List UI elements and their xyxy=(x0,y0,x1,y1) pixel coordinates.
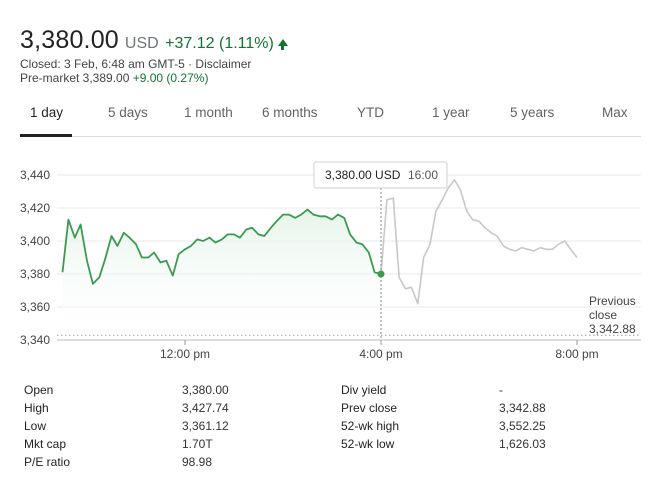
tab-ytd[interactable]: YTD xyxy=(357,105,384,120)
stat-label: P/E ratio xyxy=(24,455,71,469)
tab-label: 1 day xyxy=(30,105,64,120)
regular-session-fill xyxy=(62,209,381,336)
stat-label: 52-wk high xyxy=(341,419,400,433)
premarket-change: +9.00 (0.27%) xyxy=(132,71,209,85)
regular-session-line[interactable] xyxy=(61,208,382,285)
x-tick-label: 4:00 pm xyxy=(359,347,402,361)
y-tick-label: 3,340 xyxy=(20,333,50,347)
tab-max[interactable]: Max xyxy=(602,105,628,120)
stat-value: 1.70T xyxy=(182,437,213,451)
extended-hours-line[interactable] xyxy=(380,179,578,305)
tab-label: Max xyxy=(602,105,628,120)
stat-label: Mkt cap xyxy=(24,437,67,451)
stat-label: Low xyxy=(24,419,47,433)
stat-value: - xyxy=(499,383,503,397)
stat-label: Div yield xyxy=(341,383,387,397)
y-tick-label: 3,440 xyxy=(20,168,50,182)
stat-value: 1,626.03 xyxy=(499,437,546,451)
tooltip-value: 3,380.00 USD xyxy=(325,168,401,182)
quote-header: 3,380.00 USD +37.12 (1.11%) xyxy=(20,26,288,55)
range-tabs: 1 day 5 days 1 month 6 months YTD 1 year… xyxy=(20,98,641,137)
closed-text: Closed: 3 Feb, 6:48 am GMT-5 · Disclaime… xyxy=(20,57,252,71)
currency-label: USD xyxy=(124,35,159,52)
previous-close-label: close xyxy=(589,308,617,322)
price-chart[interactable]: 3,440 3,420 3,400 3,380 3,360 3,340 12:00 pm 4:… xyxy=(0,150,659,372)
stat-value: 3,552.25 xyxy=(499,419,546,433)
tooltip-time: 16:00 xyxy=(408,168,438,182)
tab-1-month[interactable]: 1 month xyxy=(184,105,233,120)
previous-close-label: Previous xyxy=(589,294,636,308)
tab-label: 5 years xyxy=(510,105,555,120)
market-status: Closed: 3 Feb, 6:48 am GMT-5 · Disclaime… xyxy=(20,57,251,71)
x-tick-label: 8:00 pm xyxy=(555,347,598,361)
stat-value: 3,342.88 xyxy=(499,401,546,415)
stat-label: High xyxy=(24,401,49,415)
tab-5-days[interactable]: 5 days xyxy=(108,105,148,120)
tab-1-year[interactable]: 1 year xyxy=(432,105,470,120)
tab-label: 1 month xyxy=(184,105,233,120)
current-price: 3,380.00 xyxy=(20,26,119,54)
stat-value: 3,427.74 xyxy=(182,401,229,415)
tab-label: 5 days xyxy=(108,105,148,120)
premarket-info: Pre-market 3,389.00 +9.00 (0.27%) xyxy=(20,71,208,85)
tab-label: 6 months xyxy=(262,105,318,120)
tab-1-day[interactable]: 1 day xyxy=(30,105,63,120)
x-tick-label: 12:00 pm xyxy=(160,347,210,361)
tab-5-years[interactable]: 5 years xyxy=(510,105,554,120)
hover-point[interactable] xyxy=(377,270,385,278)
tab-6-months[interactable]: 6 months xyxy=(262,105,318,120)
y-tick-label: 3,360 xyxy=(20,300,50,314)
active-tab-underline xyxy=(20,134,72,137)
tab-label: YTD xyxy=(357,105,384,120)
up-arrow-icon xyxy=(277,39,288,50)
price-change: +37.12 (1.11%) xyxy=(165,35,274,52)
previous-close-value: 3,342.88 xyxy=(589,322,636,336)
y-tick-label: 3,420 xyxy=(20,201,50,215)
stat-label: Open xyxy=(24,383,54,397)
stat-value: 3,361.12 xyxy=(182,419,229,433)
hover-tooltip xyxy=(313,161,448,189)
stat-label: 52-wk low xyxy=(341,437,395,451)
stat-value: 3,380.00 xyxy=(182,383,229,397)
stat-value: 98.98 xyxy=(182,455,213,469)
y-tick-label: 3,400 xyxy=(20,234,50,248)
tab-label: 1 year xyxy=(432,105,470,120)
stat-label: Prev close xyxy=(341,401,398,415)
premarket-price: Pre-market 3,389.00 xyxy=(20,71,133,85)
y-tick-label: 3,380 xyxy=(20,267,50,281)
